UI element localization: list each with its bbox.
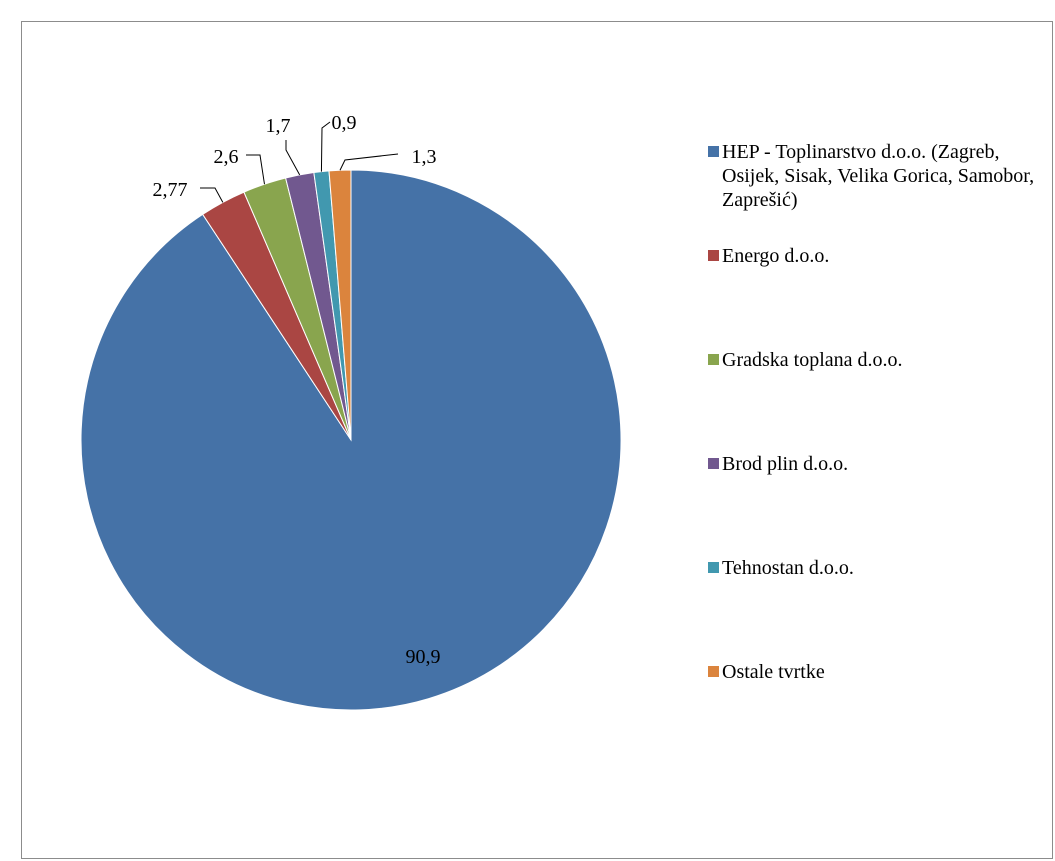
legend-item-hep: HEP - Toplinarstvo d.o.o. (Zagreb, Osije… xyxy=(708,140,1052,212)
legend-item-gradska-toplana: Gradska toplana d.o.o. xyxy=(708,348,1052,372)
legend-label-brod-plin: Brod plin d.o.o. xyxy=(722,453,849,475)
legend-swatch-energo xyxy=(708,250,719,261)
data-label-brod-plin: 1,7 xyxy=(266,115,291,137)
leader-line-tehnostan xyxy=(320,121,331,172)
data-label-ostale-tvrtke: 1,3 xyxy=(412,146,437,168)
legend: HEP - Toplinarstvo d.o.o. (Zagreb, Osije… xyxy=(708,0,1053,861)
leader-line-brod-plin xyxy=(285,140,301,176)
legend-item-ostale-tvrtke: Ostale tvrtke xyxy=(708,660,1052,684)
leader-line-gradska-toplana xyxy=(246,154,265,185)
data-label-tehnostan: 0,9 xyxy=(332,112,357,134)
legend-item-brod-plin: Brod plin d.o.o. xyxy=(708,452,1052,476)
legend-label-tehnostan: Tehnostan d.o.o. xyxy=(722,557,854,579)
leader-line-ostale-tvrtke xyxy=(339,153,399,171)
legend-swatch-gradska-toplana xyxy=(708,354,719,365)
legend-swatch-hep xyxy=(708,146,719,157)
legend-item-energo: Energo d.o.o. xyxy=(708,244,1052,268)
legend-swatch-ostale-tvrtke xyxy=(708,666,719,677)
legend-label-ostale-tvrtke: Ostale tvrtke xyxy=(722,661,825,683)
data-label-gradska-toplana: 2,6 xyxy=(214,146,239,168)
legend-item-tehnostan: Tehnostan d.o.o. xyxy=(708,556,1052,580)
data-label-energo: 2,77 xyxy=(153,179,188,201)
legend-swatch-tehnostan xyxy=(708,562,719,573)
legend-label-energo: Energo d.o.o. xyxy=(722,245,830,267)
legend-label-gradska-toplana: Gradska toplana d.o.o. xyxy=(722,349,903,371)
legend-swatch-brod-plin xyxy=(708,458,719,469)
leader-line-energo xyxy=(200,187,224,203)
data-label-hep: 90,9 xyxy=(406,646,441,668)
legend-label-hep: HEP - Toplinarstvo d.o.o. (Zagreb, Osije… xyxy=(722,141,1035,211)
